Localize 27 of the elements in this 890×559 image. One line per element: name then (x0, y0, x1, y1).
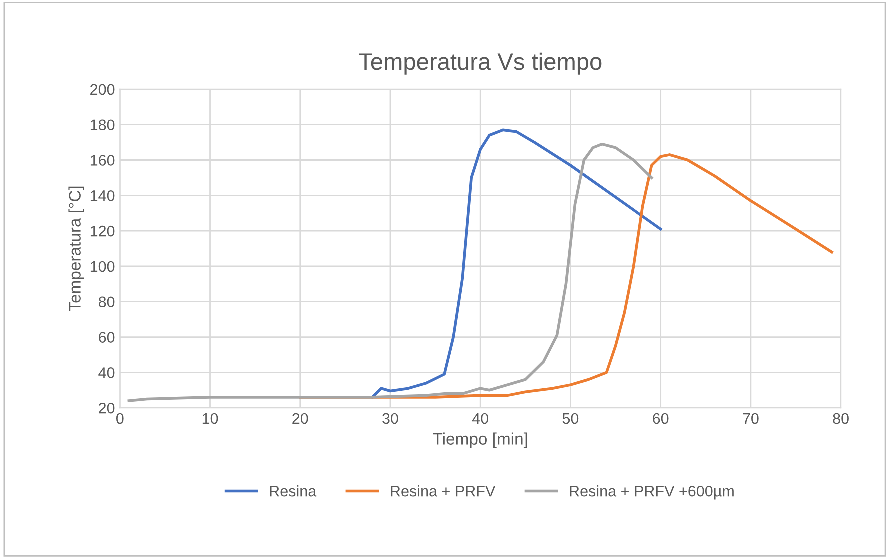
x-axis-title: Tiempo [min] (433, 432, 528, 448)
y-tick-label: 100 (90, 261, 115, 272)
x-tick-label: 40 (472, 413, 488, 424)
x-tick-label: 50 (562, 413, 579, 424)
chart-title: Temperatura Vs tiempo (359, 52, 602, 75)
x-tick-label: 20 (292, 413, 308, 424)
y-axis-title: Temperatura [°C] (68, 186, 84, 312)
x-tick-label: 0 (116, 413, 124, 424)
y-tick-label: 160 (90, 155, 115, 166)
x-tick-label: 60 (653, 413, 669, 424)
y-tick-label: 60 (99, 332, 115, 343)
y-tick-label: 200 (90, 84, 115, 96)
x-tick-label: 30 (382, 413, 398, 424)
y-tick-label: 20 (99, 402, 115, 414)
x-tick-label: 10 (202, 413, 218, 424)
legend-label: Resina (270, 486, 317, 497)
legend-label: Resina + PRFV (391, 486, 496, 497)
x-tick-label: 80 (833, 413, 849, 424)
y-tick-label: 40 (98, 368, 115, 378)
line-series (128, 142, 654, 402)
legend-label: Resina + PRFV +600µm (570, 486, 734, 500)
y-tick-label: 80 (98, 296, 115, 308)
line-series (371, 128, 662, 399)
x-tick-label: 70 (743, 413, 759, 424)
y-tick-label: 120 (90, 226, 115, 237)
y-tick-label: 180 (90, 120, 115, 131)
y-tick-label: 140 (90, 190, 115, 202)
